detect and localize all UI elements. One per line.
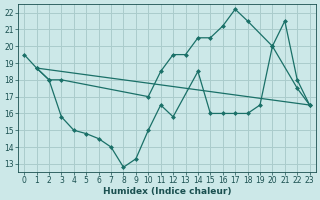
X-axis label: Humidex (Indice chaleur): Humidex (Indice chaleur) [103, 187, 231, 196]
